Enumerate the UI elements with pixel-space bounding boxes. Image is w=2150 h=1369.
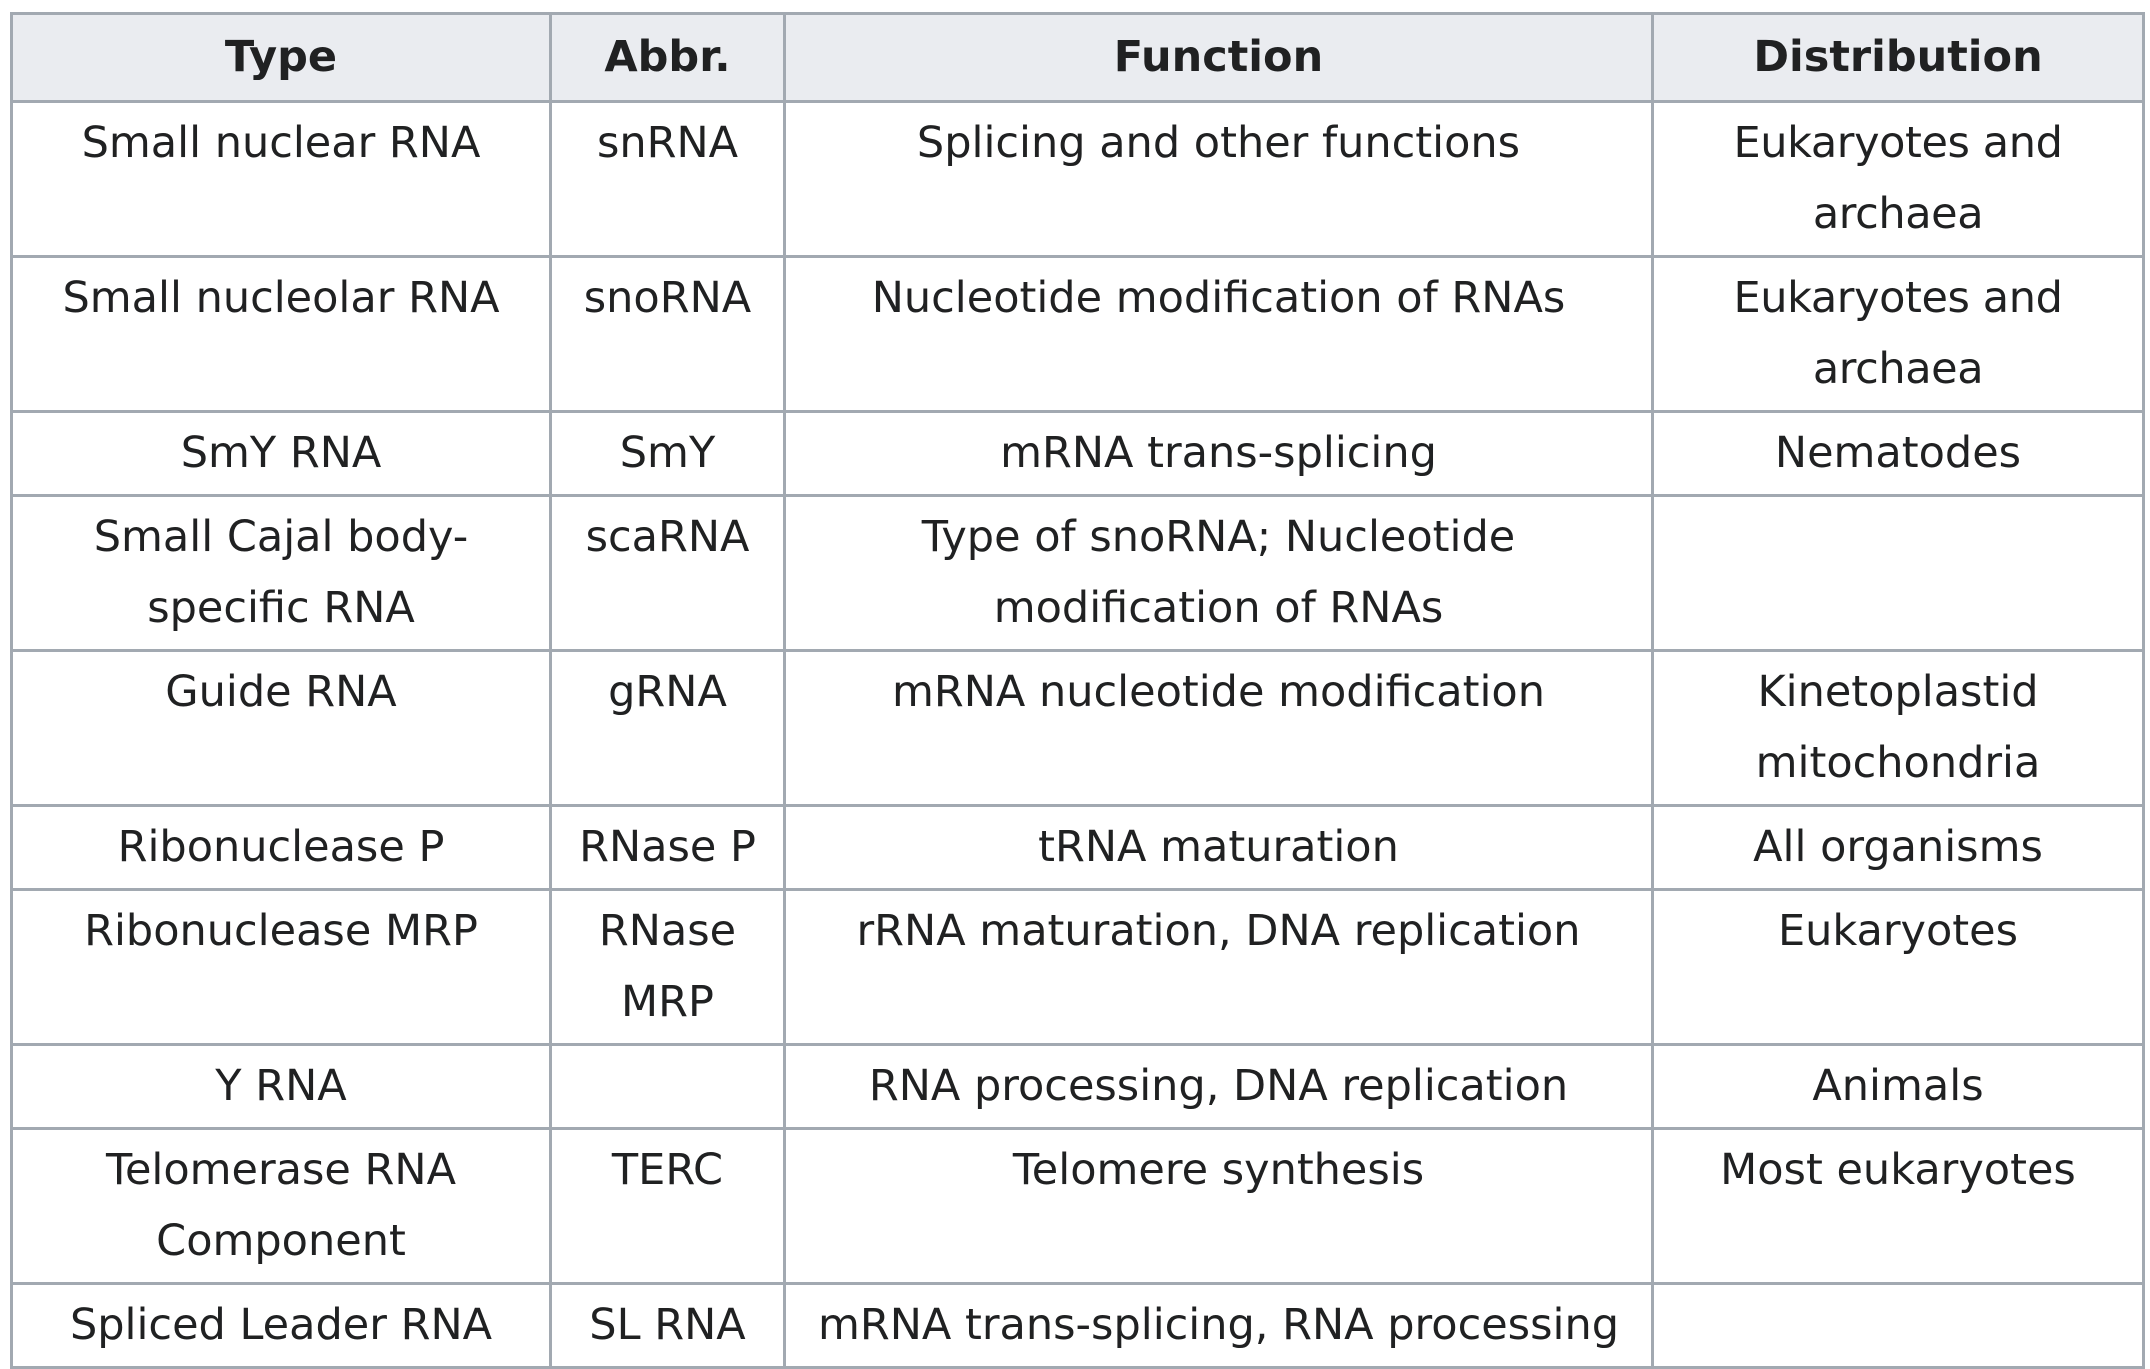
header-row: Type Abbr. Function Distribution — [10, 12, 2145, 103]
table-row: Guide RNA gRNA mRNA nucleotide modificat… — [10, 649, 2145, 807]
cell-type: Small Cajal body-specific RNA — [10, 494, 552, 652]
cell-distribution: Nematodes — [1651, 410, 2145, 497]
cell-abbr: snRNA — [549, 100, 786, 258]
cell-function: Splicing and other functions — [783, 100, 1654, 258]
cell-abbr: TERC — [549, 1127, 786, 1285]
cell-type: Guide RNA — [10, 649, 552, 807]
cell-distribution: All organisms — [1651, 804, 2145, 891]
cell-distribution: Most eukaryotes — [1651, 1127, 2145, 1285]
table-row: SmY RNA SmY mRNA trans-splicing Nematode… — [10, 410, 2145, 497]
cell-abbr: SL RNA — [549, 1282, 786, 1369]
cell-abbr — [549, 1043, 786, 1130]
cell-abbr: scaRNA — [549, 494, 786, 652]
cell-abbr: gRNA — [549, 649, 786, 807]
table-row: Small Cajal body-specific RNA scaRNA Typ… — [10, 494, 2145, 652]
cell-function: RNA processing, DNA replication — [783, 1043, 1654, 1130]
cell-type: Spliced Leader RNA — [10, 1282, 552, 1369]
header-type: Type — [10, 12, 552, 103]
cell-distribution: Kinetoplastid mitochondria — [1651, 649, 2145, 807]
header-function: Function — [783, 12, 1654, 103]
cell-abbr: RNase MRP — [549, 888, 786, 1046]
cell-function: mRNA trans-splicing — [783, 410, 1654, 497]
cell-distribution: Animals — [1651, 1043, 2145, 1130]
cell-distribution — [1651, 1282, 2145, 1369]
cell-distribution — [1651, 494, 2145, 652]
cell-abbr: RNase P — [549, 804, 786, 891]
cell-type: Small nuclear RNA — [10, 100, 552, 258]
cell-type: Ribonuclease MRP — [10, 888, 552, 1046]
cell-type: Ribonuclease P — [10, 804, 552, 891]
table-row: Spliced Leader RNA SL RNA mRNA trans-spl… — [10, 1282, 2145, 1369]
cell-abbr: SmY — [549, 410, 786, 497]
table-row: Y RNA RNA processing, DNA replication An… — [10, 1043, 2145, 1130]
table-row: Telomerase RNA Component TERC Telomere s… — [10, 1127, 2145, 1285]
cell-type: SmY RNA — [10, 410, 552, 497]
table-row: Ribonuclease MRP RNase MRP rRNA maturati… — [10, 888, 2145, 1046]
cell-type: Y RNA — [10, 1043, 552, 1130]
cell-function: mRNA nucleotide modification — [783, 649, 1654, 807]
cell-function: Nucleotide modification of RNAs — [783, 255, 1654, 413]
rna-types-table-container: Type Abbr. Function Distribution Small n… — [10, 12, 2145, 1369]
cell-function: Type of snoRNA; Nucleotide modification … — [783, 494, 1654, 652]
cell-type: Telomerase RNA Component — [10, 1127, 552, 1285]
table-row: Small nucleolar RNA snoRNA Nucleotide mo… — [10, 255, 2145, 413]
table-row: Small nuclear RNA snRNA Splicing and oth… — [10, 100, 2145, 258]
header-abbr: Abbr. — [549, 12, 786, 103]
cell-function: mRNA trans-splicing, RNA processing — [783, 1282, 1654, 1369]
cell-function: rRNA maturation, DNA replication — [783, 888, 1654, 1046]
header-distribution: Distribution — [1651, 12, 2145, 103]
cell-abbr: snoRNA — [549, 255, 786, 413]
cell-type: Small nucleolar RNA — [10, 255, 552, 413]
cell-distribution: Eukaryotes and archaea — [1651, 255, 2145, 413]
rna-types-table: Type Abbr. Function Distribution Small n… — [10, 12, 2145, 1369]
cell-distribution: Eukaryotes — [1651, 888, 2145, 1046]
table-row: Ribonuclease P RNase P tRNA maturation A… — [10, 804, 2145, 891]
cell-function: tRNA maturation — [783, 804, 1654, 891]
cell-distribution: Eukaryotes and archaea — [1651, 100, 2145, 258]
cell-function: Telomere synthesis — [783, 1127, 1654, 1285]
